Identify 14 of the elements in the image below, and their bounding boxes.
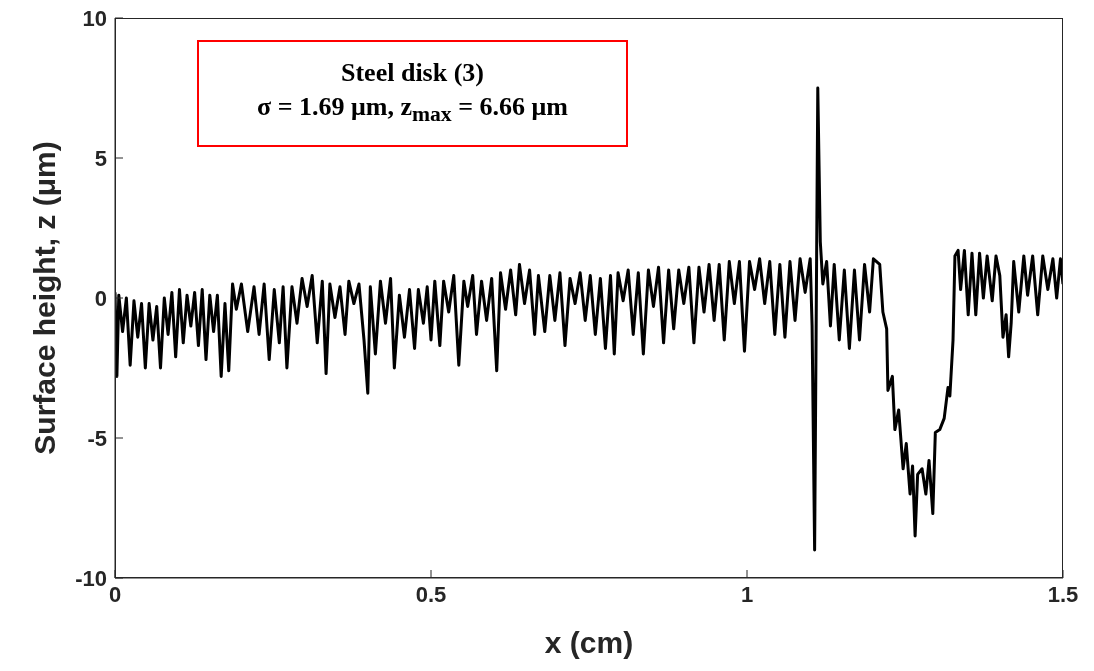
note-frame: Steel disk (3) σ = 1.69 μm, z$_{max}$ = 6.66 μm [197,40,628,147]
y-tick-label: -10 [75,565,107,591]
y-axis-title: Surface height, z (μm) [27,141,61,455]
x-tick-label: 1.5 [1047,581,1079,607]
line-series [115,86,1063,552]
y-tick-label: 10 [82,5,107,31]
x-axis-title: x (cm) [544,626,634,659]
annotation: Steel disk (3) [340,56,485,89]
x-tick-label: 1 [740,581,754,607]
x-tick-label: 0.5 [415,581,447,607]
annotation: σ = 1.69 μm, z$_{max}$ = 6.66 μm [256,90,569,129]
y-tick-label: -5 [87,425,107,451]
y-tick-label: 5 [94,145,107,171]
y-tick-label: 0 [94,285,107,311]
